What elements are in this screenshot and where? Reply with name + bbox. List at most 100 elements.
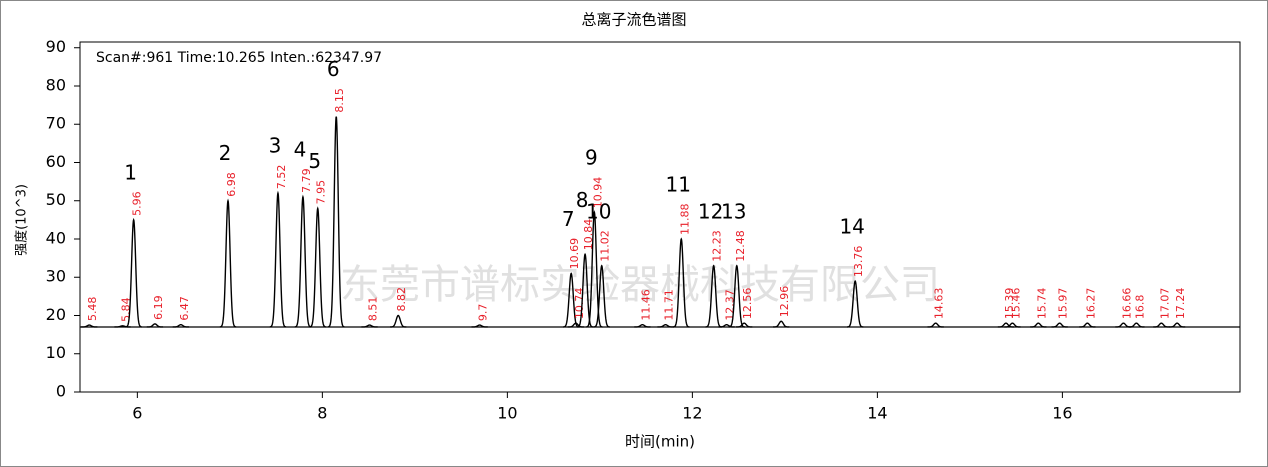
retention-time-label: 15.39 (1003, 288, 1016, 319)
peak-number: 3 (269, 134, 282, 158)
retention-time-label: 10.69 (568, 238, 581, 270)
peak (705, 264, 722, 328)
peak (718, 323, 735, 328)
peak-number: 2 (219, 141, 232, 165)
y-tick-label: 90 (46, 37, 66, 56)
x-tick-label: 14 (867, 404, 887, 423)
y-tick-label: 60 (46, 152, 66, 171)
peak (1168, 322, 1186, 328)
y-tick-label: 10 (46, 343, 66, 362)
peak (114, 325, 131, 328)
x-tick-label: 12 (682, 404, 702, 423)
x-tick-label: 10 (497, 404, 517, 423)
retention-time-label: 12.56 (741, 288, 754, 320)
retention-time-label: 11.88 (678, 203, 691, 235)
plot-frame (79, 41, 1241, 393)
retention-time-label: 12.48 (734, 230, 747, 262)
peak (673, 237, 690, 328)
peak-number: 10 (586, 199, 611, 223)
peak-number: 13 (721, 199, 746, 223)
retention-time-label: 11.02 (599, 230, 612, 262)
peak (586, 210, 603, 328)
retention-time-label: 16.8 (1133, 295, 1146, 320)
retention-time-label: 12.23 (711, 230, 724, 262)
retention-time-label: 6.19 (152, 295, 165, 320)
y-tick-label: 40 (46, 228, 66, 247)
y-tick-label: 50 (46, 190, 66, 209)
retention-time-label: 6.98 (225, 172, 238, 197)
peak-number: 1 (124, 160, 137, 184)
retention-time-label: 16.66 (1120, 288, 1133, 320)
peak (563, 272, 580, 328)
peak (634, 323, 651, 328)
peak (390, 314, 407, 328)
peak-number: 5 (308, 149, 321, 173)
retention-time-label: 16.27 (1084, 288, 1097, 320)
retention-time-label: 17.07 (1158, 288, 1171, 320)
retention-time-label: 6.47 (178, 296, 191, 321)
scan-annotation: Scan#:961 Time:10.265 Inten.:62347.97 (96, 50, 382, 66)
retention-time-label: 17.24 (1174, 288, 1187, 320)
peak-number: 12 (698, 199, 723, 223)
peak (219, 198, 237, 328)
y-tick-label: 20 (46, 305, 66, 324)
peak (327, 116, 345, 328)
retention-time-label: 10.74 (573, 288, 586, 320)
peak (294, 194, 312, 328)
peak-number: 7 (562, 207, 575, 231)
retention-time-label: 5.96 (131, 191, 144, 216)
peak (1079, 322, 1096, 328)
peak-number: 11 (666, 172, 691, 196)
retention-time-label: 15.46 (1009, 288, 1022, 320)
retention-time-label: 7.79 (300, 168, 313, 193)
x-tick-label: 16 (1052, 404, 1072, 423)
y-tick-label: 80 (46, 75, 66, 94)
peak (269, 190, 287, 328)
chart-title: 总离子流色谱图 (581, 11, 686, 29)
peak (361, 324, 378, 328)
peak (309, 206, 326, 328)
peak (657, 323, 674, 328)
peak (997, 322, 1015, 328)
peak (172, 323, 189, 328)
retention-time-label: 9.7 (477, 304, 490, 322)
y-tick-label: 30 (46, 267, 66, 286)
peak-number: 6 (327, 57, 340, 81)
peak-number: 8 (576, 188, 589, 212)
retention-time-label: 7.95 (315, 180, 328, 205)
retention-time-label: 12.96 (778, 286, 791, 318)
peak (1128, 322, 1145, 328)
x-axis-label: 时间(min) (625, 433, 695, 451)
peak-number: 4 (294, 137, 307, 161)
peak (1030, 322, 1047, 328)
retention-time-label: 15.74 (1035, 288, 1048, 320)
y-tick-label: 70 (46, 114, 66, 133)
y-tick-label: 0 (56, 382, 66, 401)
retention-time-label: 11.46 (639, 289, 652, 321)
peak (125, 217, 142, 328)
x-tick-label: 6 (132, 404, 142, 423)
peak (146, 323, 164, 328)
peak (593, 264, 610, 328)
peak-number: 14 (839, 215, 864, 239)
peak (1051, 322, 1068, 328)
peak (81, 324, 98, 328)
peak (927, 322, 944, 328)
retention-time-label: 8.82 (395, 287, 408, 312)
retention-time-label: 11.71 (663, 289, 676, 321)
retention-time-label: 5.48 (86, 297, 99, 322)
retention-time-label: 13.76 (852, 246, 865, 278)
peak-number: 9 (585, 146, 598, 170)
retention-time-label: 10.84 (582, 219, 595, 251)
peak (576, 252, 594, 328)
watermark: 东莞市谱标实验器械科技有限公司 (340, 262, 940, 308)
y-axis-label: 强度(10^3) (14, 184, 30, 256)
retention-time-label: 14.63 (933, 288, 946, 320)
retention-time-label: 8.51 (367, 297, 380, 322)
retention-time-label: 10.94 (591, 177, 604, 209)
retention-time-label: 15.97 (1057, 288, 1070, 320)
peak (1004, 322, 1021, 328)
x-tick-label: 8 (317, 404, 327, 423)
